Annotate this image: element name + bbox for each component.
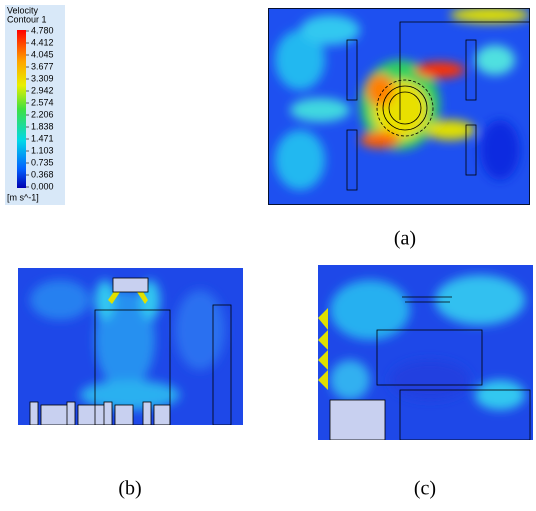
level-label: 2.574 <box>31 97 54 107</box>
caption: (a) <box>394 228 416 250</box>
level-label: 1.838 <box>31 121 54 131</box>
level-label: 4.045 <box>31 49 54 59</box>
caption: (c) <box>414 478 436 500</box>
level-label: 2.942 <box>31 85 54 95</box>
level-label: 2.206 <box>31 109 54 119</box>
level-label: 3.677 <box>31 61 54 71</box>
level-label: 0.000 <box>31 181 54 191</box>
contour-c <box>318 265 533 440</box>
figure: Velocity Contour 1 4.7804.4124.0453.6773… <box>0 0 536 506</box>
level-label: 1.471 <box>31 133 54 143</box>
legend-unit: [m s^-1] <box>7 192 39 202</box>
level-label: 0.735 <box>31 157 54 167</box>
caption: (b) <box>118 478 141 500</box>
level-label: 3.309 <box>31 73 54 83</box>
legend-subtitle: Contour 1 <box>7 14 47 24</box>
level-label: 0.368 <box>31 169 54 179</box>
contour-a <box>268 7 530 205</box>
contour-b <box>18 268 243 425</box>
color-bar <box>17 30 26 188</box>
level-label: 4.780 <box>31 25 54 35</box>
level-label: 1.103 <box>31 145 54 155</box>
level-label: 4.412 <box>31 37 54 47</box>
page: Velocity Contour 1 4.7804.4124.0453.6773… <box>0 0 536 511</box>
